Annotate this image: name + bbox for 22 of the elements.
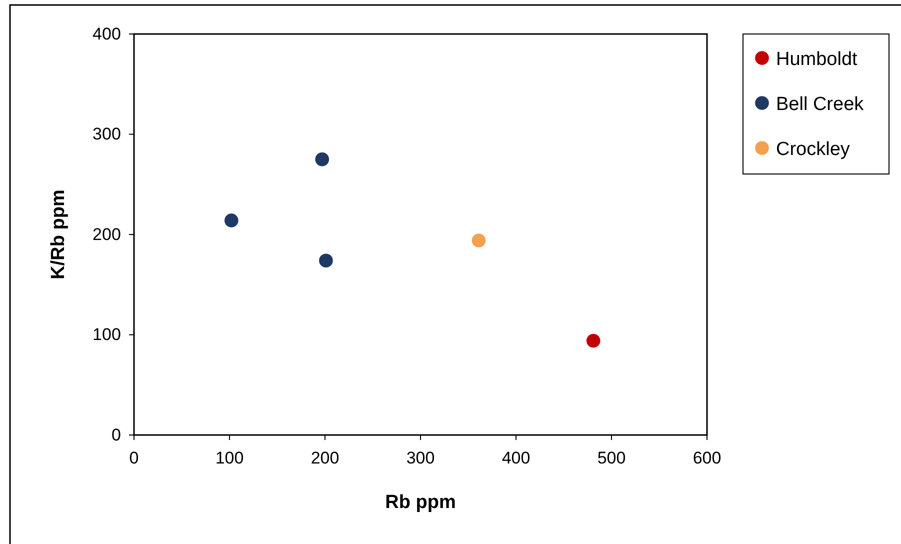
point	[224, 214, 238, 228]
point	[472, 234, 486, 248]
point	[315, 152, 330, 166]
point	[319, 254, 333, 268]
x-axis-title: Rb ppm	[385, 492, 456, 513]
y-tick-label: 400	[92, 24, 121, 44]
legend-label: Humboldt	[776, 49, 858, 70]
x-tick-label: 600	[692, 448, 722, 468]
point	[586, 334, 600, 348]
legend-label: Crockley	[776, 139, 850, 160]
legend-label: Bell Creek	[776, 94, 864, 115]
x-tick-label: 100	[215, 448, 244, 468]
x-tick-label: 200	[310, 448, 340, 468]
y-tick-label: 100	[92, 325, 121, 344]
y-tick-label: 200	[92, 224, 121, 244]
y-axis-title: K/Rb ppm	[48, 190, 69, 280]
x-tick-label: 300	[406, 448, 435, 468]
y-tick-label: 300	[92, 124, 121, 144]
x-tick-label: 400	[502, 448, 530, 468]
y-tick-label: 0	[111, 425, 121, 444]
x-tick-label: 0	[129, 448, 139, 468]
x-tick-label: 500	[597, 448, 626, 468]
